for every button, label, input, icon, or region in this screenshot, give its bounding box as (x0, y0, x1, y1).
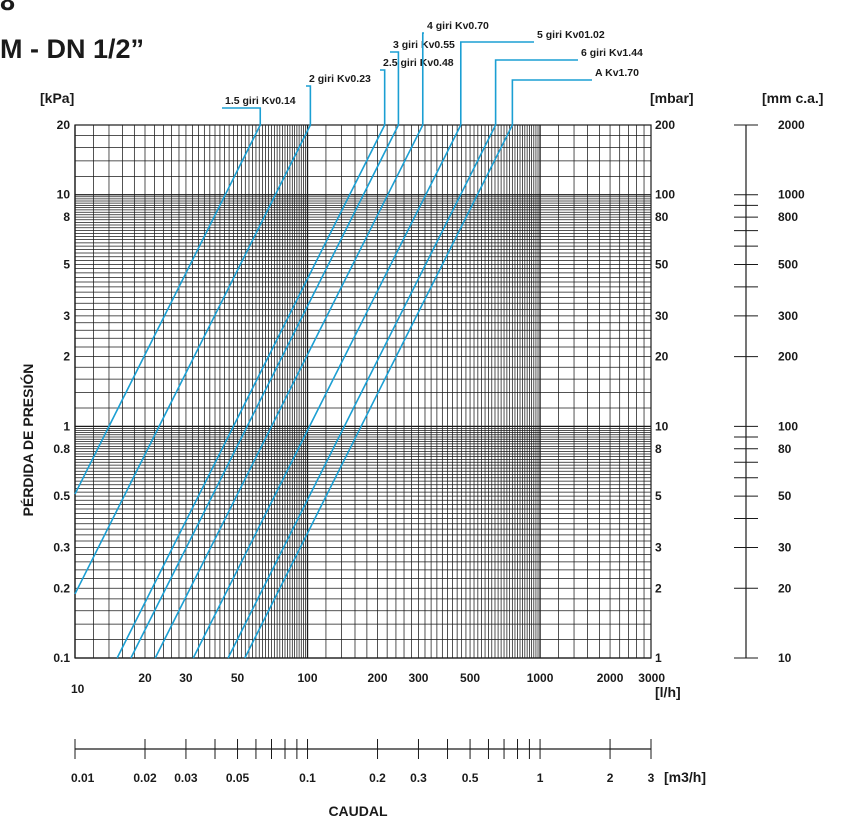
y3-tick-label: 80 (778, 442, 792, 456)
y2-tick-label: 10 (655, 419, 669, 433)
x2-tick-label: 0.01 (71, 771, 95, 785)
series-line (74, 124, 312, 595)
chart-title-line-1: 8” (0, 0, 29, 16)
y-tick-label: 0.5 (53, 489, 70, 503)
x2-tick-label: 0.2 (369, 771, 386, 785)
chart-title-line-2: M - DN 1/2” (0, 34, 145, 64)
x-tick-label: 20 (138, 671, 152, 685)
x2-tick-label: 0.1 (299, 771, 316, 785)
x-tick-label: 100 (298, 671, 318, 685)
y-tick-label: 0.8 (53, 442, 70, 456)
x2-tick-label: 0.02 (133, 771, 157, 785)
plot-border (74, 124, 652, 659)
y2-tick-label: 1 (655, 651, 662, 665)
y3-tick-label: 50 (778, 489, 792, 503)
y-tick-label: 8 (63, 210, 70, 224)
y-axis-unit-label: [kPa] (40, 90, 74, 106)
y2-axis-unit-label: [mbar] (650, 90, 694, 106)
y3-tick-label: 1000 (778, 188, 805, 202)
y3-tick-label: 30 (778, 540, 792, 554)
x-tick-label: 10 (71, 682, 85, 696)
series-label: 1.5 giri Kv0.14 (225, 95, 296, 107)
y-tick-label: 10 (57, 188, 71, 202)
y-tick-label: 0.1 (53, 651, 70, 665)
series-line (154, 124, 424, 659)
x-tick-label: 50 (231, 671, 245, 685)
series-line (227, 124, 497, 659)
series-line (116, 124, 386, 659)
y3-axis-unit-label: [mm c.a.] (762, 90, 823, 106)
y3-tick-label: 20 (778, 581, 792, 595)
series-leader (511, 79, 592, 125)
y2-tick-label: 20 (655, 350, 669, 364)
y2-tick-label: 80 (655, 210, 669, 224)
series-label: 6 giri Kv1.44 (581, 47, 643, 59)
x2-tick-label: 0.5 (462, 771, 479, 785)
x-tick-label: 30 (179, 671, 193, 685)
x2-tick-label: 0.05 (226, 771, 250, 785)
y-axis-caption: PÉRDIDA DE PRESIÓN (19, 364, 36, 517)
series-leader (222, 107, 262, 125)
y-tick-label: 1 (63, 419, 70, 433)
y2-tick-label: 2 (655, 581, 662, 595)
x2-tick-label: 1 (537, 771, 544, 785)
series-label: 2 giri Kv0.23 (309, 73, 371, 85)
series-label: A Kv1.70 (595, 67, 639, 79)
x-tick-label: 300 (408, 671, 428, 685)
series-label: 5 giri Kv01.02 (537, 29, 605, 41)
x2-tick-label: 2 (607, 771, 614, 785)
series-line (192, 124, 462, 659)
y3-tick-label: 500 (778, 257, 798, 271)
series-leader (494, 59, 578, 125)
y2-tick-label: 3 (655, 540, 662, 554)
y3-tick-label: 2000 (778, 118, 805, 132)
x2-axis-unit-label: [m3/h] (664, 769, 706, 785)
x-axis-caption: CAUDAL (328, 803, 388, 819)
series-label: 3 giri Kv0.55 (393, 39, 455, 51)
x-tick-label: 3000 (638, 671, 665, 685)
y3-tick-label: 10 (778, 651, 792, 665)
y2-tick-label: 100 (655, 188, 675, 202)
y2-tick-label: 50 (655, 257, 669, 271)
x-tick-label: 500 (460, 671, 480, 685)
series-leader (390, 51, 400, 125)
x2-tick-label: 0.3 (410, 771, 427, 785)
series-line (74, 124, 261, 495)
y2-tick-label: 200 (655, 118, 675, 132)
y2-tick-label: 8 (655, 442, 662, 456)
y-tick-label: 2 (63, 350, 70, 364)
y-tick-label: 20 (57, 118, 71, 132)
x-tick-label: 2000 (597, 671, 624, 685)
series-leader (421, 32, 424, 125)
series-line (244, 124, 514, 659)
y3-tick-label: 800 (778, 210, 798, 224)
y-tick-label: 3 (63, 309, 70, 323)
y3-tick-label: 100 (778, 419, 798, 433)
y2-tick-label: 5 (655, 489, 662, 503)
series-line (130, 124, 400, 659)
series-leader (380, 69, 386, 125)
series-leader (459, 41, 534, 125)
x2-tick-label: 3 (648, 771, 655, 785)
x-tick-label: 1000 (527, 671, 554, 685)
x-axis-unit-label: [l/h] (655, 684, 681, 700)
series-leader (306, 85, 312, 125)
series-label: 2.5 giri Kv0.48 (383, 57, 454, 69)
x-tick-label: 200 (368, 671, 388, 685)
y2-tick-label: 30 (655, 309, 669, 323)
y-tick-label: 0.2 (53, 581, 70, 595)
y3-tick-label: 200 (778, 350, 798, 364)
x2-tick-label: 0.03 (174, 771, 198, 785)
y-tick-label: 0.3 (53, 540, 70, 554)
y-tick-label: 5 (63, 257, 70, 271)
series-label: 4 giri Kv0.70 (427, 20, 489, 32)
y3-tick-label: 300 (778, 309, 798, 323)
